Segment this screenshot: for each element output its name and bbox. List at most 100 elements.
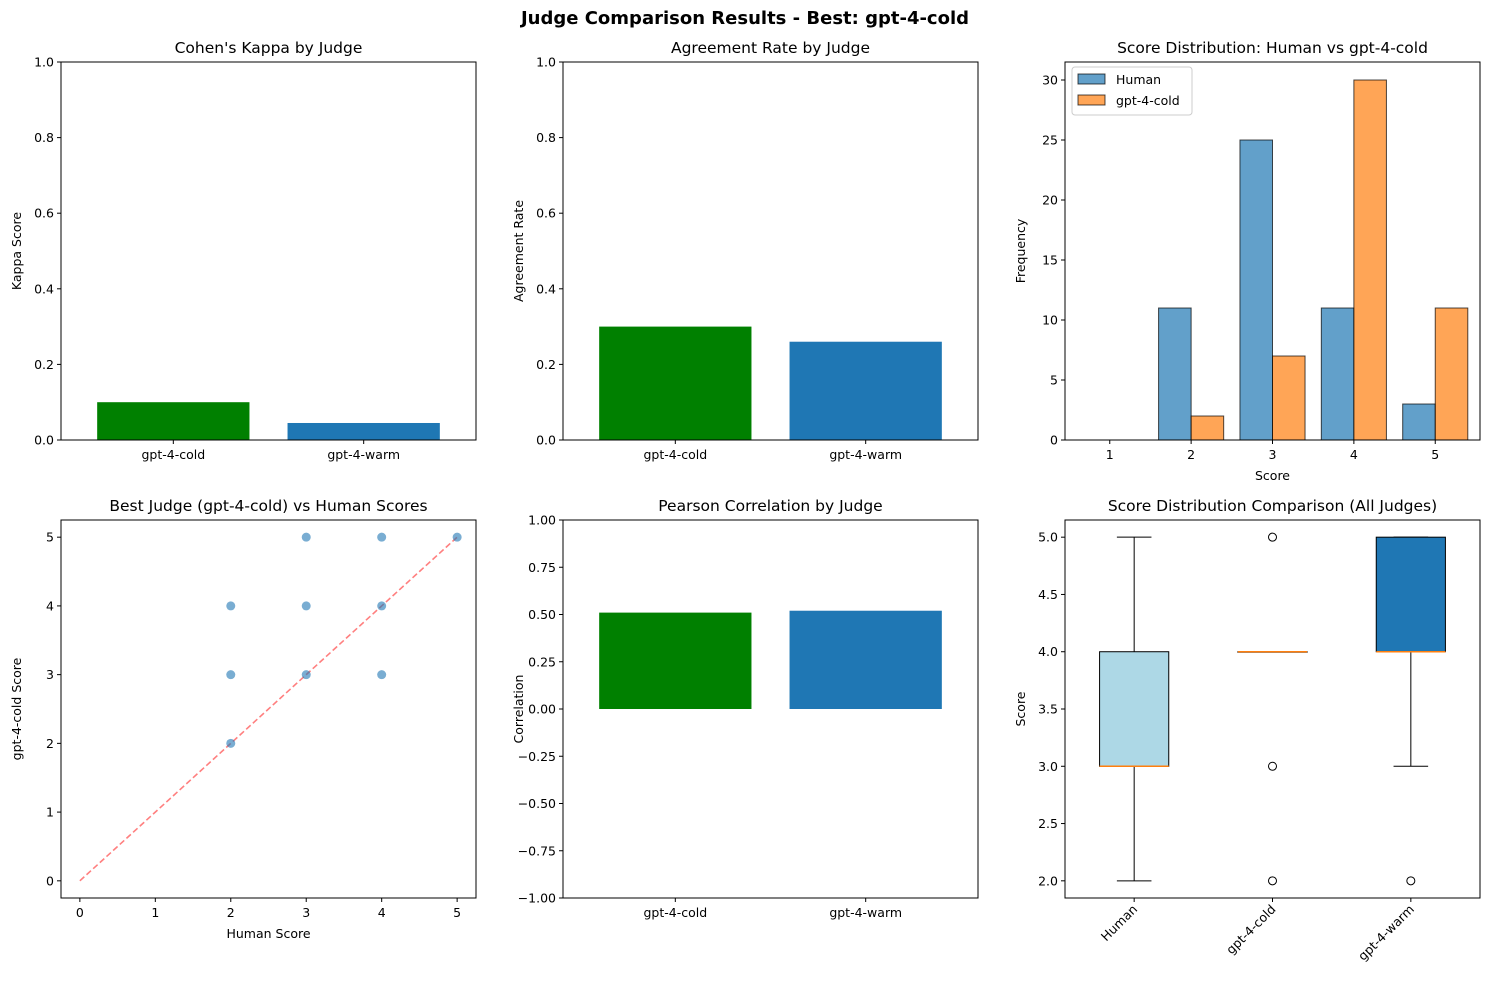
scatter-point xyxy=(226,738,236,748)
box-body xyxy=(1375,536,1446,653)
x-tick-label: 2 xyxy=(227,905,235,920)
bar-gpt-4-cold xyxy=(599,326,752,440)
x-tick-label: 0 xyxy=(76,905,84,920)
y-tick-label: 1.00 xyxy=(528,513,556,528)
bar-gpt-4-cold xyxy=(97,402,250,440)
box-body xyxy=(1099,651,1170,767)
bar-Human-4 xyxy=(1320,307,1355,441)
chart-title: Pearson Correlation by Judge xyxy=(658,497,882,515)
y-tick-label: 25 xyxy=(1042,133,1058,148)
y-tick-label: 2.5 xyxy=(1038,816,1058,831)
y-tick-label: 4.5 xyxy=(1038,587,1058,602)
axes-frame xyxy=(1064,61,1481,441)
x-tick-label: gpt-4-cold xyxy=(643,905,707,920)
bar-gpt-4-warm xyxy=(287,422,440,440)
y-axis-label: Correlation xyxy=(511,675,526,744)
y-tick-label: 0.2 xyxy=(536,357,556,372)
scatter-point xyxy=(226,670,236,680)
x-tick-label: gpt-4-cold xyxy=(1223,902,1279,958)
y-tick-label: 5.0 xyxy=(1038,530,1058,545)
y-tick-label: 3.0 xyxy=(1038,759,1058,774)
y-tick-label: −0.75 xyxy=(518,843,556,858)
legend-label: gpt-4-cold xyxy=(1116,93,1180,108)
x-tick-label: gpt-4-warm xyxy=(327,447,400,462)
axes-frame xyxy=(562,519,979,899)
y-tick-label: 4.0 xyxy=(1038,644,1058,659)
axes-frame xyxy=(562,61,979,441)
x-tick-label: 5 xyxy=(453,905,461,920)
scatter-point xyxy=(452,532,462,542)
scatter-point xyxy=(377,670,387,680)
y-tick-label: 0.00 xyxy=(528,702,556,717)
outlier-point xyxy=(1268,532,1277,542)
y-tick-label: −0.50 xyxy=(518,796,556,811)
bar-gpt-4-cold-2 xyxy=(1190,415,1225,441)
y-tick-label: 0.25 xyxy=(528,654,556,669)
chart-panel-4: 0 1 2 3 4 5 0 1 2 3 4 5 Best Judge (gpt-4-cold) vs H… xyxy=(9,497,477,941)
x-axis-label: Human Score xyxy=(226,926,310,941)
scatter-point xyxy=(377,532,387,542)
axes-frame xyxy=(1064,519,1481,899)
box-gpt-4-cold xyxy=(1237,532,1308,886)
y-axis-label: Kappa Score xyxy=(9,212,24,290)
chart-panel-5: −1.00 −0.75 −0.50 −0.25 0.00 0.25 0.50 0.75 1.00… xyxy=(511,497,979,920)
box-gpt-4-warm xyxy=(1375,536,1446,886)
chart-title: Score Distribution: Human vs gpt-4-cold xyxy=(1117,39,1428,57)
y-tick-label: 20 xyxy=(1042,193,1058,208)
x-tick-label: gpt-4-warm xyxy=(829,447,902,462)
chart-title: Agreement Rate by Judge xyxy=(671,39,870,57)
axes-frame xyxy=(60,61,477,441)
x-axis-label: Score xyxy=(1255,468,1290,483)
outlier-point xyxy=(1268,761,1277,771)
legend: Human gpt-4-cold xyxy=(1071,66,1193,116)
y-tick-label: 0 xyxy=(46,873,54,888)
y-tick-label: 30 xyxy=(1042,73,1058,88)
figure-suptitle: Judge Comparison Results - Best: gpt-4-c… xyxy=(519,8,969,29)
x-tick-label: gpt-4-warm xyxy=(829,905,902,920)
y-axis-label: Frequency xyxy=(1013,218,1028,283)
bar-gpt-4-cold-3 xyxy=(1272,355,1306,441)
y-tick-label: 0.4 xyxy=(536,281,556,296)
y-tick-label: 5 xyxy=(46,530,54,545)
x-tick-label: 1 xyxy=(1106,447,1114,462)
y-axis-label: Score xyxy=(1013,691,1028,726)
axes-frame xyxy=(60,519,477,899)
y-tick-label: 3 xyxy=(46,667,54,682)
x-tick-label: 1 xyxy=(151,905,159,920)
y-axis-label: Agreement Rate xyxy=(511,200,526,302)
legend-swatch xyxy=(1077,73,1106,85)
x-tick-label: 3 xyxy=(302,905,310,920)
y-tick-label: 1 xyxy=(46,805,54,820)
charts-grid: 0.0 0.2 0.4 0.6 0.8 1.0 gpt-4-cold gpt-4-warm Co… xyxy=(9,39,1481,964)
y-tick-label: 2 xyxy=(46,736,54,751)
y-tick-label: 5 xyxy=(1050,373,1058,388)
x-tick-label: 5 xyxy=(1431,447,1439,462)
x-tick-label: 4 xyxy=(1350,447,1358,462)
y-tick-label: −0.25 xyxy=(518,749,556,764)
box-Human xyxy=(1099,536,1170,882)
bar-Human-2 xyxy=(1158,307,1192,441)
chart-title: Cohen's Kappa by Judge xyxy=(175,39,363,57)
x-tick-label: gpt-4-cold xyxy=(643,447,707,462)
y-tick-label: 0.0 xyxy=(536,433,556,448)
scatter-point xyxy=(377,601,387,611)
bar-gpt-4-warm xyxy=(789,610,942,709)
y-tick-label: 3.5 xyxy=(1038,702,1058,717)
x-tick-label: 3 xyxy=(1269,447,1277,462)
x-tick-label: 4 xyxy=(378,905,386,920)
x-tick-label: gpt-4-cold xyxy=(141,447,205,462)
scatter-point xyxy=(301,532,311,542)
y-tick-label: 0.6 xyxy=(536,206,556,221)
bar-gpt-4-cold-4 xyxy=(1353,79,1387,441)
y-tick-label: 10 xyxy=(1042,313,1058,328)
y-tick-label: 0.4 xyxy=(34,281,54,296)
y-tick-label: 0.2 xyxy=(34,357,54,372)
outlier-point xyxy=(1406,876,1416,886)
y-tick-label: 1.0 xyxy=(34,55,54,70)
y-tick-label: 15 xyxy=(1042,253,1058,268)
x-tick-label: gpt-4-warm xyxy=(1355,902,1417,964)
x-tick-label: Human xyxy=(1098,902,1140,944)
bar-gpt-4-cold-5 xyxy=(1434,307,1469,441)
outlier-point xyxy=(1268,876,1277,886)
chart-panel-1: 0.0 0.2 0.4 0.6 0.8 1.0 gpt-4-cold gpt-4-warm Co… xyxy=(9,39,477,462)
